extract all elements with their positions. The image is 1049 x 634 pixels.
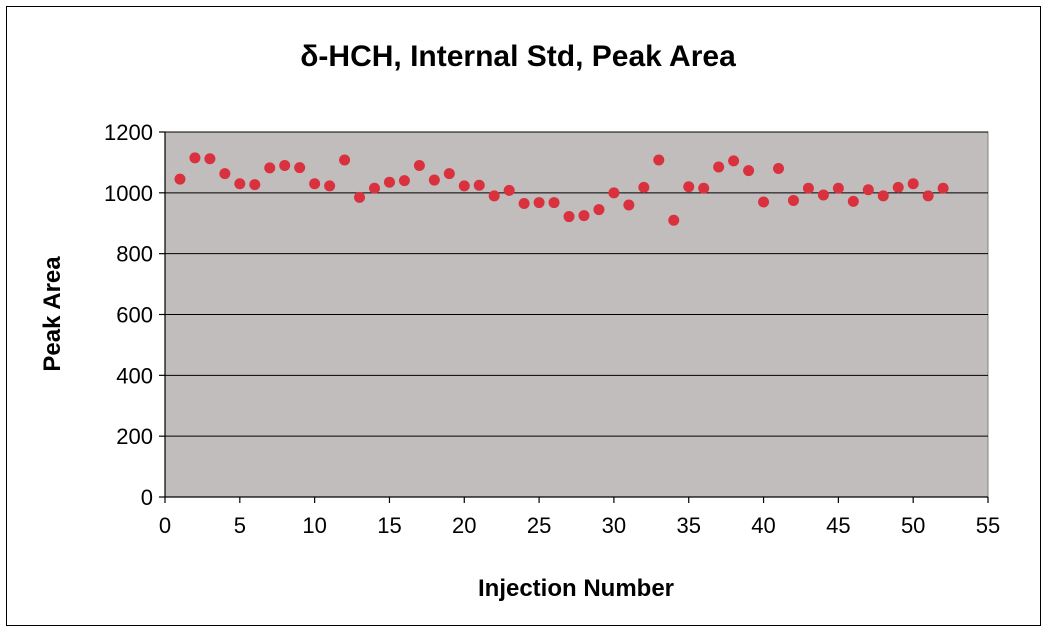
data-point	[503, 184, 515, 196]
data-point	[593, 204, 605, 216]
data-point	[832, 182, 844, 194]
data-point	[189, 152, 201, 164]
data-point	[443, 168, 455, 180]
data-point	[234, 178, 246, 190]
data-point	[578, 210, 590, 222]
y-tick-label: 400	[116, 363, 153, 388]
x-tick-label: 55	[976, 513, 1000, 538]
data-point	[817, 189, 829, 201]
x-tick-label: 25	[527, 513, 551, 538]
data-point	[249, 179, 261, 191]
gridlines	[165, 131, 988, 437]
data-point	[324, 180, 336, 192]
data-point	[204, 153, 216, 165]
data-point	[354, 191, 366, 203]
data-point	[668, 214, 680, 226]
data-point	[383, 176, 395, 188]
data-point	[309, 178, 321, 190]
data-point	[294, 162, 306, 174]
data-point	[877, 190, 889, 202]
data-point	[758, 196, 770, 208]
x-tick-labels: 0 5 10 15 20 25 30 35 40 45 50 55	[159, 513, 1000, 538]
x-axis-label: Injection Number	[478, 575, 674, 602]
x-tick-label: 45	[826, 513, 850, 538]
data-point	[787, 194, 799, 206]
data-point	[458, 180, 470, 192]
data-point	[683, 181, 695, 193]
data-point	[892, 181, 904, 193]
data-point	[413, 159, 425, 171]
data-point	[847, 195, 859, 207]
data-point	[773, 163, 785, 174]
data-point	[743, 165, 755, 177]
y-tick-labels: 0 200 400 600 800 1000 1200	[104, 120, 153, 510]
data-point	[728, 155, 740, 167]
data-point	[219, 168, 231, 180]
data-point	[862, 184, 874, 196]
y-tick-label: 800	[116, 242, 153, 267]
data-point	[518, 197, 530, 209]
y-tick-label: 200	[116, 424, 153, 449]
data-point	[279, 159, 291, 171]
y-tick-label: 0	[141, 485, 153, 510]
axes	[159, 131, 989, 503]
data-point	[548, 197, 560, 209]
x-tick-label: 35	[676, 513, 700, 538]
data-point	[608, 187, 620, 199]
x-tick-label: 5	[234, 513, 246, 538]
y-tick-label: 1000	[104, 181, 153, 206]
data-point	[698, 182, 710, 194]
x-tick-label: 0	[159, 513, 171, 538]
data-point	[264, 162, 276, 174]
x-tick-label: 40	[751, 513, 775, 538]
data-point	[638, 181, 650, 193]
x-tick-label: 15	[377, 513, 401, 538]
x-tick-label: 30	[602, 513, 626, 538]
y-tick-label: 1200	[104, 120, 153, 145]
data-point	[623, 199, 635, 211]
data-point	[339, 154, 351, 166]
data-point	[713, 161, 725, 173]
data-point	[398, 175, 410, 187]
data-points	[174, 152, 949, 226]
x-tick-label: 50	[901, 513, 925, 538]
data-point	[922, 190, 934, 202]
data-point	[368, 182, 380, 194]
data-point	[802, 182, 814, 194]
data-point	[907, 178, 919, 190]
data-point	[653, 154, 665, 166]
data-point	[174, 173, 186, 185]
data-point	[488, 190, 500, 202]
data-point	[533, 197, 545, 209]
x-tick-label: 10	[302, 513, 326, 538]
data-point	[473, 179, 485, 191]
y-axis-label: Peak Area	[39, 256, 66, 372]
x-tick-label: 20	[452, 513, 476, 538]
y-tick-label: 600	[116, 303, 153, 328]
data-point	[563, 211, 575, 223]
data-point	[428, 174, 440, 186]
data-point	[937, 182, 949, 194]
chart-title: δ-HCH, Internal Std, Peak Area	[300, 40, 736, 73]
